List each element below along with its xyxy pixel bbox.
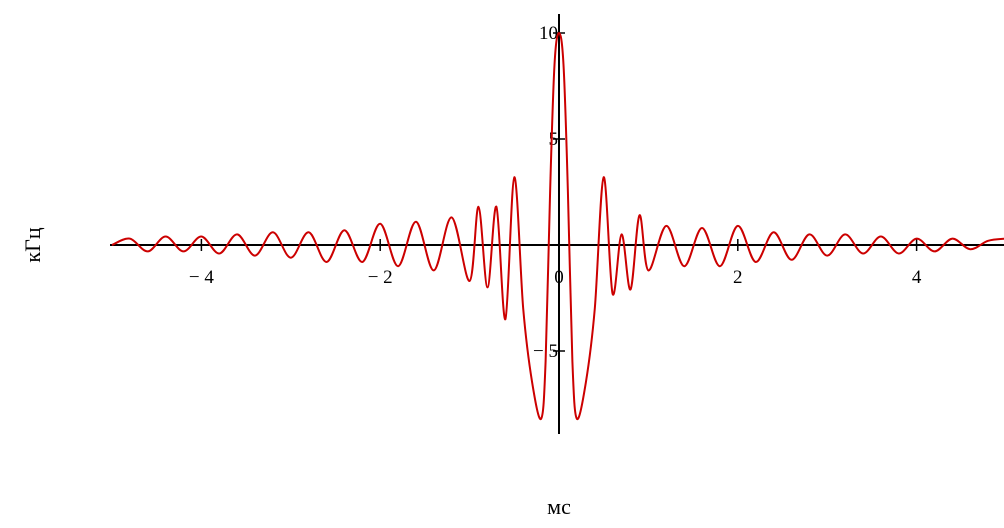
x-tick-label: 4 <box>912 267 922 288</box>
y-axis-label: кГц <box>20 227 45 262</box>
x-tick-label: − 2 <box>368 267 393 288</box>
y-tick-label: 5 <box>549 129 559 150</box>
y-tick-label: 10 <box>539 23 558 44</box>
x-tick-label: − 4 <box>189 267 214 288</box>
x-tick-label: 2 <box>733 267 743 288</box>
series-line <box>111 32 1004 421</box>
x-axis-label: мс <box>547 494 571 519</box>
x-tick-label: 0 <box>554 267 564 288</box>
